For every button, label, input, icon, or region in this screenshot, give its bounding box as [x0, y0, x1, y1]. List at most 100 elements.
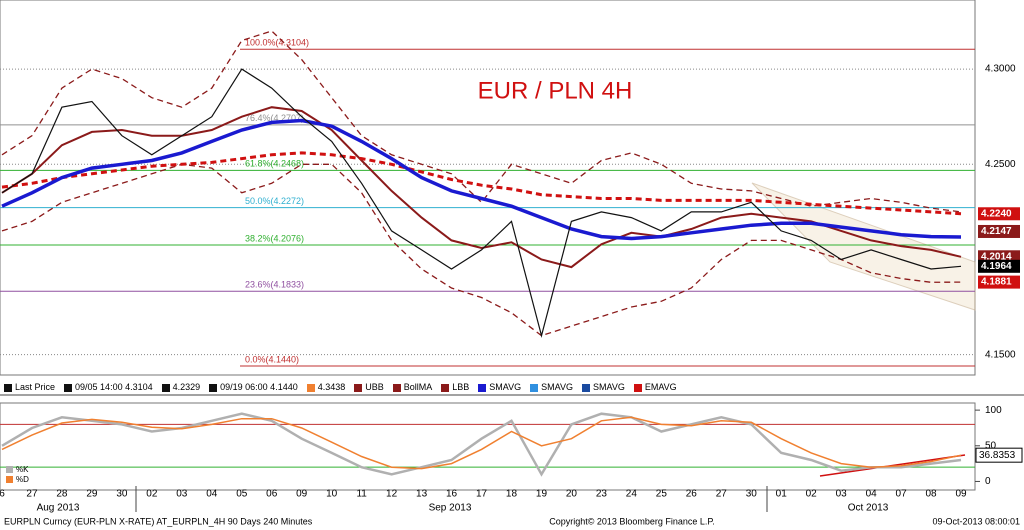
legend-item: 09/19 06:00 4.1440: [209, 382, 298, 392]
x-tick-label: 30: [746, 489, 758, 500]
price-badge: [978, 224, 1020, 238]
legend-item: SMAVG: [530, 382, 573, 392]
x-tick-label: 29: [86, 489, 98, 500]
legend-text: LBB: [452, 382, 470, 392]
legend-swatch: [441, 383, 450, 392]
legend-item: 4.3438: [306, 382, 346, 392]
legend-text: SMAVG: [592, 382, 625, 392]
y-tick-label: 4.1500: [985, 349, 1016, 360]
x-tick-label: 6: [0, 489, 5, 500]
price-badge: [978, 207, 1020, 221]
fib-label: 50.0%(4.2272): [245, 196, 304, 206]
legend-swatch: [161, 383, 170, 392]
x-tick-label: 01: [776, 489, 788, 500]
x-tick-label: 13: [416, 489, 428, 500]
legend-item: 09/05 14:00 4.3104: [64, 382, 153, 392]
footer-left: EURPLN Curncy (EUR-PLN X-RATE) AT_EURPLN…: [4, 516, 313, 526]
x-tick-label: 04: [866, 489, 878, 500]
legend-label: %K: [16, 465, 29, 474]
legend-swatch: [209, 383, 218, 392]
legend-text: SMAVG: [489, 382, 522, 392]
x-tick-label: 12: [386, 489, 398, 500]
x-tick-label: 30: [116, 489, 128, 500]
fib-label: 100.0%(4.3104): [245, 38, 309, 48]
x-tick-label: 05: [236, 489, 248, 500]
month-label: Sep 2013: [429, 503, 472, 514]
stoch-line: [1, 416, 962, 470]
month-label: Aug 2013: [37, 503, 80, 514]
y-tick-label: 100: [985, 405, 1002, 416]
x-tick-label: 07: [896, 489, 908, 500]
legend-item: 4.2329: [161, 382, 200, 392]
x-tick-label: 24: [626, 489, 638, 500]
footer-right: 09-Oct-2013 08:00:01: [932, 516, 1020, 526]
x-tick-label: 18: [506, 489, 518, 500]
legend-swatch: [392, 383, 401, 392]
series-line: [1, 163, 962, 337]
legend-swatch: [354, 383, 363, 392]
price-badge: [978, 259, 1020, 273]
x-tick-label: 04: [206, 489, 218, 500]
x-tick-label: 27: [26, 489, 38, 500]
legend-swatch: [581, 383, 590, 392]
chart-title: EUR / PLN 4H: [478, 77, 633, 104]
fib-label: 76.4%(4.2707): [245, 113, 304, 123]
price-badge-label: 4.2240: [981, 208, 1012, 219]
x-tick-label: 26: [686, 489, 698, 500]
fib-label: 38.2%(4.2076): [245, 233, 304, 243]
legend-text: 4.3438: [317, 382, 346, 392]
legend-text: 09/05 14:00 4.3104: [75, 382, 153, 392]
series-line: [1, 118, 962, 241]
legend-item: SMAVG: [581, 382, 625, 392]
legend-swatch: [64, 383, 73, 392]
legend-item: BollMA: [392, 382, 432, 392]
x-tick-label: 27: [716, 489, 728, 500]
legend-item: EMAVG: [633, 382, 677, 392]
legend-swatch: [6, 476, 13, 483]
series-line: [1, 106, 962, 269]
x-tick-label: 02: [806, 489, 818, 500]
footer-center: Copyright© 2013 Bloomberg Finance L.P.: [549, 516, 715, 526]
y-tick-label: 50: [985, 440, 997, 451]
x-tick-label: 16: [446, 489, 458, 500]
legend-swatch: [4, 383, 12, 392]
legend-text: Last Price: [15, 382, 56, 392]
stoch-badge-label: 36.8353: [979, 450, 1016, 461]
legend-text: UBB: [365, 382, 384, 392]
price-badge-label: 4.1881: [981, 277, 1012, 288]
price-badge-label: 4.1964: [981, 261, 1012, 272]
legend-swatch: [633, 383, 642, 392]
legend-text: SMAVG: [541, 382, 573, 392]
legend-swatch: [306, 383, 315, 392]
month-label: Oct 2013: [848, 503, 889, 514]
legend-swatch: [478, 383, 487, 392]
x-tick-label: 10: [326, 489, 338, 500]
x-tick-label: 08: [926, 489, 938, 500]
legend-item: Last Price: [4, 382, 55, 392]
legend-text: EMAVG: [644, 382, 677, 392]
stoch-badge: [975, 447, 1023, 463]
price-badge: [978, 275, 1020, 289]
x-tick-label: 17: [476, 489, 488, 500]
stoch-line: [1, 412, 962, 477]
price-panel: [0, 0, 976, 376]
legend-label: %D: [16, 475, 29, 484]
x-tick-label: 03: [176, 489, 188, 500]
x-tick-label: 20: [566, 489, 578, 500]
y-tick-label: 4.2500: [985, 159, 1016, 170]
x-tick-label: 03: [836, 489, 848, 500]
legend-text: 09/19 06:00 4.1440: [220, 382, 298, 392]
y-tick-label: 4.3000: [985, 64, 1016, 75]
legend-swatch: [6, 466, 13, 473]
x-tick-label: 02: [146, 489, 158, 500]
legend-item: LBB: [441, 382, 469, 392]
x-tick-label: 23: [596, 489, 608, 500]
legend-swatch: [530, 383, 539, 392]
x-tick-label: 09: [296, 489, 308, 500]
x-tick-label: 09: [955, 489, 967, 500]
series-line: [1, 68, 962, 338]
y-tick-label: 0: [985, 476, 991, 487]
x-tick-label: 25: [656, 489, 668, 500]
